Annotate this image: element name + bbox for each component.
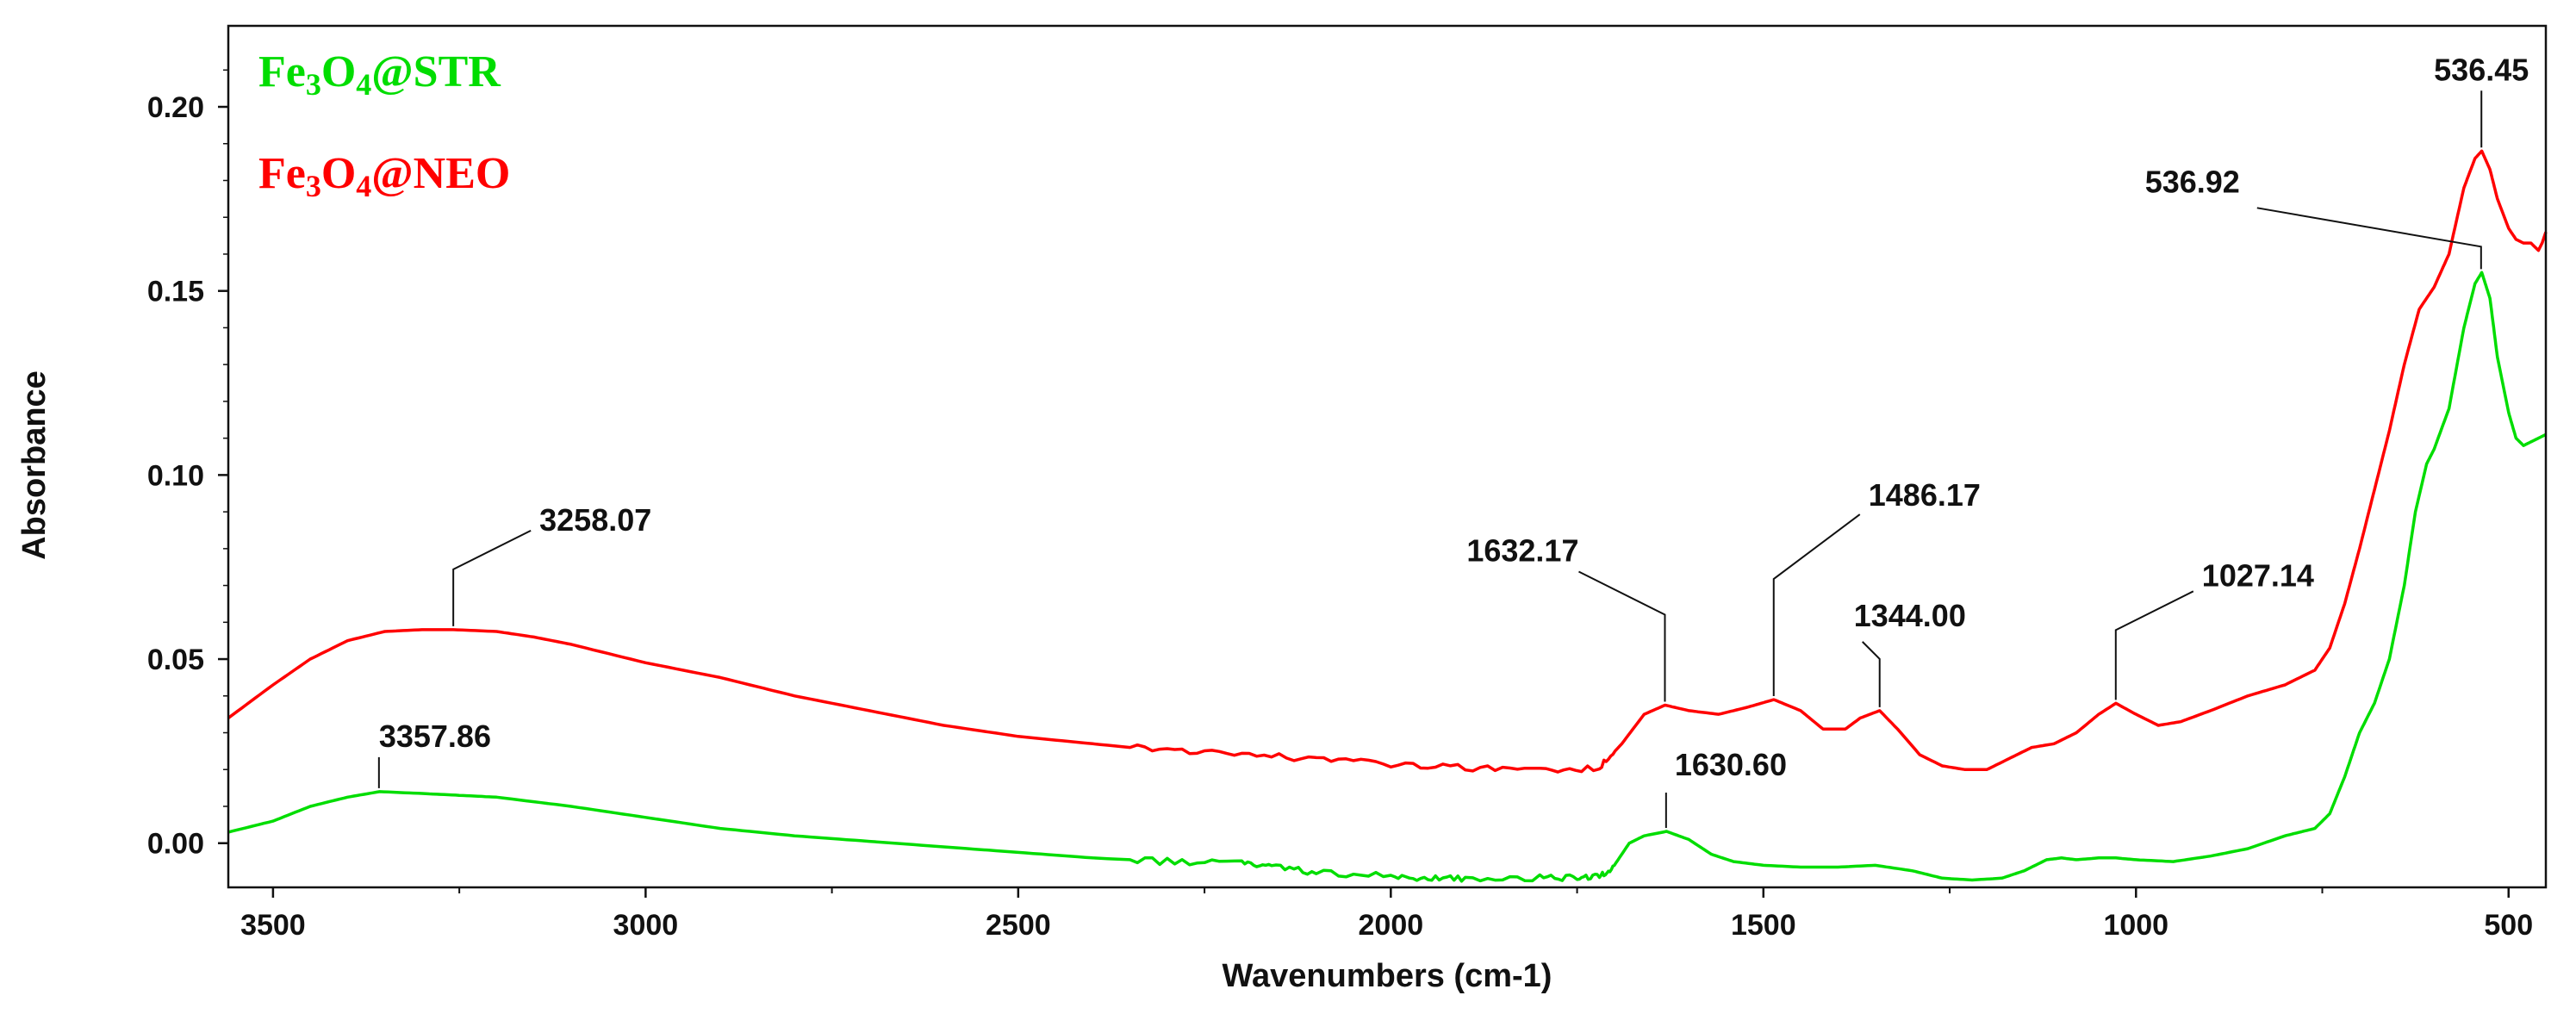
plot-frame — [227, 24, 2548, 889]
legend-entry-1: Fe3O4@STR — [258, 47, 501, 102]
x-tick-label: 1000 — [2103, 909, 2168, 942]
peak-leader-line — [2256, 207, 2482, 270]
peak-leader-line — [452, 529, 532, 626]
legend-text: O — [321, 149, 356, 198]
y-tick-label: 0.20 — [147, 91, 204, 124]
peak-label: 1630.60 — [1675, 747, 1787, 782]
legend-text: Fe — [258, 149, 306, 198]
x-axis-title: Wavenumbers (cm-1) — [1223, 958, 1552, 994]
legend-text: O — [321, 47, 356, 96]
x-tick-label: 3000 — [613, 909, 679, 942]
peak-label: 1027.14 — [2202, 557, 2314, 593]
peak-label: 536.45 — [2434, 52, 2529, 87]
peak-leader-line — [1862, 641, 1881, 707]
y-tick-label: 0.00 — [147, 828, 204, 861]
peak-label: 536.92 — [2145, 164, 2240, 199]
peak-label: 1632.17 — [1466, 532, 1578, 568]
x-tick-label: 2000 — [1359, 909, 1424, 942]
legend-text: @STR — [371, 47, 501, 96]
y-tick-label: 0.05 — [147, 644, 204, 676]
series-line-1 — [227, 271, 2547, 883]
peak-label: 1344.00 — [1854, 598, 1966, 633]
legend-subscript: 3 — [306, 169, 321, 203]
peak-label: 3258.07 — [539, 502, 651, 538]
legend-entry-0: Fe3O4@NEO — [258, 149, 510, 203]
peak-label: 1486.17 — [1869, 477, 1981, 513]
y-tick-label: 0.10 — [147, 459, 204, 492]
peak-label: 3357.86 — [379, 719, 491, 754]
peak-leader-line — [1578, 570, 1666, 702]
x-tick-label: 3500 — [240, 909, 306, 942]
legend-subscript: 4 — [356, 169, 371, 203]
y-tick-label: 0.15 — [147, 276, 204, 308]
x-tick-label: 2500 — [986, 909, 1051, 942]
legend-text: @NEO — [371, 149, 510, 198]
legend-subscript: 3 — [306, 67, 321, 102]
peak-leader-line — [2114, 590, 2194, 700]
series-line-0 — [227, 149, 2548, 774]
y-axis-title: Absorbance — [16, 370, 53, 560]
x-tick-label: 1500 — [1731, 909, 1796, 942]
legend-subscript: 4 — [356, 67, 371, 102]
x-tick-label: 500 — [2484, 909, 2533, 942]
legend-text: Fe — [258, 47, 306, 96]
peak-leader-line — [1772, 513, 1861, 697]
